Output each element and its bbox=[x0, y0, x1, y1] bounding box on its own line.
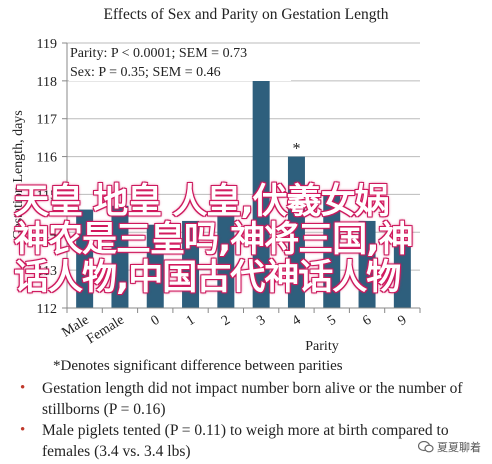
chart: Effects of Sex and Parity on Gestation L… bbox=[11, 6, 421, 354]
x-axis-label: Parity bbox=[305, 339, 338, 354]
watermark-label: 夏夏聊着 bbox=[437, 441, 481, 454]
bar bbox=[146, 224, 164, 308]
x-tick-label: 2 bbox=[219, 313, 233, 329]
bar bbox=[323, 194, 341, 308]
bar bbox=[111, 205, 129, 308]
y-tick-labels: 112 113 114 115 116 117 118 119 bbox=[37, 37, 67, 317]
footnote: *Denotes significant difference between … bbox=[53, 358, 343, 374]
y-axis-label: Gestation Length, days bbox=[11, 110, 26, 239]
annotation-parity: Parity: P < 0.0001; SEM = 0.73 bbox=[70, 46, 247, 61]
significance-marker: * bbox=[292, 141, 300, 158]
x-tick-label: Female bbox=[84, 313, 127, 348]
y-tick-label: 115 bbox=[37, 188, 57, 203]
bar bbox=[393, 239, 411, 308]
x-tick-label: 5 bbox=[325, 313, 339, 329]
wechat-icon bbox=[418, 441, 434, 453]
stats-box bbox=[69, 44, 291, 81]
bullet-list: Gestation length did not impact number b… bbox=[20, 378, 490, 462]
watermark: 夏夏聊着 bbox=[415, 438, 484, 456]
x-tick-label: 0 bbox=[148, 313, 162, 329]
y-tick-label: 118 bbox=[37, 75, 57, 90]
y-tick-label: 119 bbox=[37, 37, 57, 52]
y-tick-label: 117 bbox=[37, 113, 57, 128]
bars: ** bbox=[76, 65, 411, 308]
stats-annotation: Parity: P < 0.0001; SEM = 0.73 Sex: P = … bbox=[69, 44, 291, 81]
bar bbox=[217, 202, 235, 308]
y-tick-label: 114 bbox=[37, 226, 57, 241]
x-tick-label: 3 bbox=[254, 313, 268, 329]
bar bbox=[358, 220, 376, 308]
bullet-item: Male piglets tented (P = 0.11) to weigh … bbox=[20, 420, 490, 462]
chart-title: Effects of Sex and Parity on Gestation L… bbox=[103, 6, 388, 23]
bullet-item: Gestation length did not impact number b… bbox=[20, 378, 490, 420]
x-tick-label: 1 bbox=[184, 313, 198, 329]
bar bbox=[76, 209, 94, 308]
y-tick-label: 116 bbox=[37, 151, 57, 166]
x-tick-label: 9 bbox=[396, 313, 410, 329]
annotation-sex: Sex: P = 0.35; SEM = 0.46 bbox=[70, 65, 221, 80]
x-tick-label: 6 bbox=[360, 313, 374, 329]
y-tick-label: 112 bbox=[37, 302, 57, 317]
y-tick-label: 113 bbox=[37, 264, 57, 279]
x-tick-label: 4 bbox=[290, 313, 304, 329]
bar bbox=[287, 156, 305, 308]
bar bbox=[182, 220, 200, 308]
bar bbox=[252, 80, 270, 308]
